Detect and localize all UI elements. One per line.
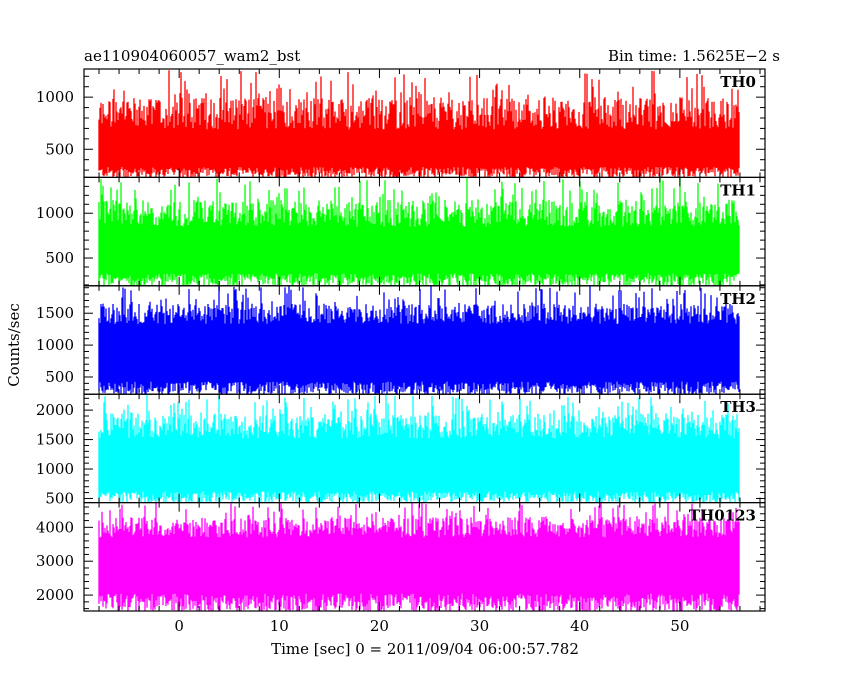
y-tick-label: 500	[45, 140, 74, 158]
x-tick-label: 50	[670, 617, 689, 635]
panel-th3: 500 1000 1500 2000 TH3	[36, 393, 766, 507]
x-tick-labels-group: 0 10 20 30 40 50	[174, 617, 689, 635]
panel-th2: 500 1000 1500 TH2	[36, 285, 766, 395]
series-th0123	[98, 502, 740, 611]
y-tick-label: 1000	[36, 204, 74, 222]
panel-frame	[83, 502, 766, 612]
y-axis-label: Counts/sec	[5, 303, 23, 387]
y-tick-label: 2000	[36, 586, 74, 604]
y-tick-label: 4000	[36, 518, 74, 536]
panel-label: TH0123	[689, 507, 756, 525]
panel-th0: 500 1000 TH0	[36, 68, 766, 179]
series-th2	[98, 286, 740, 395]
y-tick-label: 1000	[36, 88, 74, 106]
series-th3	[98, 394, 740, 503]
x-tick-label: 10	[270, 617, 289, 635]
y-tick-label: 2000	[36, 401, 74, 419]
chart-title-right: Bin time: 1.5625E−2 s	[608, 47, 780, 65]
panels-group: 500 1000 TH0 500 1000 TH1 500 1000 1500 TH2 500 100…	[36, 68, 766, 612]
x-tick-label: 40	[570, 617, 589, 635]
y-tick-label: 3000	[36, 552, 74, 570]
panel-label: TH1	[720, 181, 756, 199]
x-axis-label: Time [sec] 0 = 2011/09/04 06:00:57.782	[271, 640, 579, 658]
y-tick-label: 500	[45, 489, 74, 507]
x-tick-label: 30	[470, 617, 489, 635]
panel-label: TH2	[720, 290, 756, 308]
y-tick-label: 1000	[36, 336, 74, 354]
series-th0	[98, 70, 740, 178]
y-tick-label: 500	[45, 249, 74, 267]
x-tick-label: 0	[174, 617, 184, 635]
y-tick-label: 1000	[36, 460, 74, 478]
y-tick-label: 1500	[36, 304, 74, 322]
x-tick-label: 20	[370, 617, 389, 635]
panel-th0123: 2000 3000 4000 TH0123	[36, 502, 766, 612]
y-tick-label: 500	[45, 368, 74, 386]
chart-title-left: ae110904060057_wam2_bst	[84, 47, 300, 65]
panel-label: TH3	[720, 398, 756, 416]
y-tick-label: 1500	[36, 431, 74, 449]
series-th1	[98, 177, 740, 286]
panel-label: TH0	[720, 73, 756, 91]
